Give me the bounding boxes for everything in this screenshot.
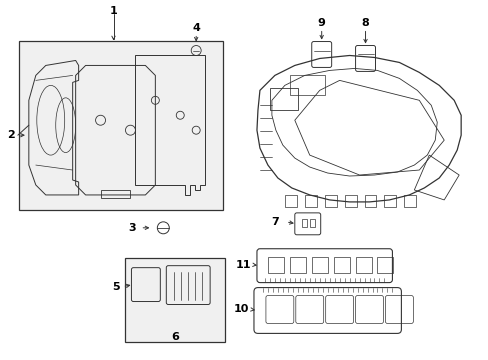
Bar <box>355 257 371 273</box>
Text: 6: 6 <box>171 332 179 342</box>
Bar <box>19 41 223 210</box>
Bar <box>324 195 336 207</box>
Bar <box>404 195 415 207</box>
Text: 4: 4 <box>192 23 200 33</box>
Bar <box>344 195 356 207</box>
Text: 1: 1 <box>109 6 117 15</box>
Text: 9: 9 <box>317 18 325 28</box>
Bar <box>289 257 305 273</box>
Bar <box>364 195 376 207</box>
Text: 5: 5 <box>112 282 120 292</box>
Bar <box>289 75 324 95</box>
Bar <box>285 195 296 207</box>
Bar <box>301 219 306 227</box>
Text: 8: 8 <box>361 18 368 28</box>
Bar <box>384 195 396 207</box>
Bar <box>309 219 314 227</box>
Text: 3: 3 <box>128 223 136 233</box>
Bar <box>377 257 393 273</box>
Bar <box>304 195 316 207</box>
Text: 7: 7 <box>270 217 278 227</box>
Bar <box>269 88 297 110</box>
Bar <box>125 258 224 342</box>
Text: 2: 2 <box>7 130 15 140</box>
Bar <box>333 257 349 273</box>
Text: 11: 11 <box>235 260 250 270</box>
Bar <box>101 190 130 198</box>
Bar <box>311 257 327 273</box>
Bar <box>267 257 283 273</box>
Text: 10: 10 <box>233 305 248 315</box>
